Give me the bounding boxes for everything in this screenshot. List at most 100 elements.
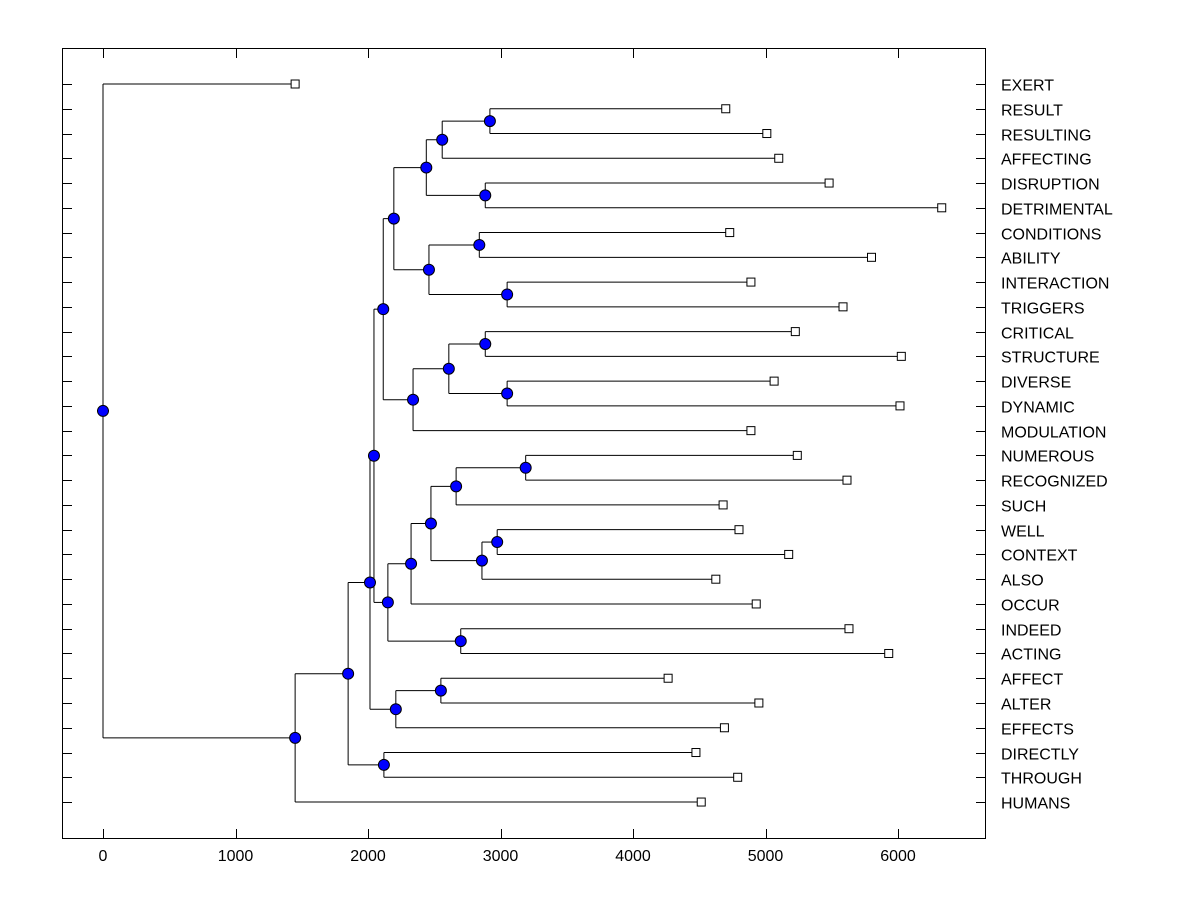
leaf-marker bbox=[751, 599, 761, 609]
merge-node bbox=[377, 303, 390, 316]
leaf-label: NUMEROUS bbox=[1001, 449, 1094, 466]
merge-node bbox=[387, 212, 400, 225]
leaf-marker bbox=[896, 351, 906, 361]
leaf-label: THROUGH bbox=[1001, 771, 1082, 788]
leaf-marker bbox=[733, 772, 743, 782]
leaf-label: DIVERSE bbox=[1001, 375, 1071, 392]
leaf-label: STRUCTURE bbox=[1001, 350, 1100, 367]
merge-node bbox=[367, 449, 380, 462]
merge-node bbox=[363, 576, 376, 589]
merge-node bbox=[434, 684, 447, 697]
leaf-label: CRITICAL bbox=[1001, 326, 1074, 343]
leaf-marker bbox=[734, 525, 744, 535]
merge-node bbox=[377, 758, 390, 771]
merge-node bbox=[483, 115, 496, 128]
leaf-marker bbox=[754, 698, 764, 708]
leaf-label: TRIGGERS bbox=[1001, 301, 1085, 318]
leaf-label: OCCUR bbox=[1001, 598, 1060, 615]
x-tick-label: 5000 bbox=[748, 848, 784, 865]
leaf-marker bbox=[725, 228, 735, 238]
merge-node bbox=[450, 480, 463, 493]
merge-node bbox=[479, 189, 492, 202]
merge-node bbox=[342, 667, 355, 680]
leaf-marker bbox=[842, 475, 852, 485]
merge-node bbox=[442, 362, 455, 375]
leaf-label: RESULT bbox=[1001, 103, 1063, 120]
merge-node bbox=[289, 731, 302, 744]
merge-node bbox=[97, 404, 109, 417]
leaf-marker bbox=[663, 673, 673, 683]
leaf-marker bbox=[746, 426, 756, 436]
leaf-label: AFFECT bbox=[1001, 672, 1063, 689]
dendrogram-nodes bbox=[97, 79, 947, 807]
merge-node bbox=[491, 536, 504, 549]
leaf-label: DETRIMENTAL bbox=[1001, 202, 1113, 219]
leaf-marker bbox=[769, 376, 779, 386]
leaf-label: CONTEXT bbox=[1001, 548, 1078, 565]
merge-node bbox=[420, 161, 433, 174]
leaf-marker bbox=[762, 129, 772, 139]
merge-node bbox=[405, 557, 418, 570]
leaf-marker bbox=[691, 748, 701, 758]
leaf-marker bbox=[290, 79, 300, 89]
leaf-label: RESULTING bbox=[1001, 128, 1091, 145]
leaf-marker bbox=[711, 574, 721, 584]
leaf-marker bbox=[718, 500, 728, 510]
dendrogram-branches bbox=[102, 83, 942, 803]
merge-node bbox=[501, 387, 514, 400]
leaf-marker bbox=[867, 252, 876, 262]
leaf-label: ALTER bbox=[1001, 697, 1051, 714]
leaf-label: SUCH bbox=[1001, 499, 1046, 516]
leaf-marker bbox=[784, 549, 794, 559]
merge-node bbox=[389, 703, 402, 716]
merge-node bbox=[381, 596, 394, 609]
leaf-label: EXERT bbox=[1001, 78, 1054, 95]
merge-node bbox=[454, 635, 467, 648]
leaf-marker bbox=[937, 203, 947, 213]
leaf-marker bbox=[895, 401, 905, 411]
leaf-label: ACTING bbox=[1001, 647, 1061, 664]
leaf-label: ALSO bbox=[1001, 573, 1044, 590]
merge-node bbox=[501, 288, 514, 301]
leaf-label: MODULATION bbox=[1001, 425, 1106, 442]
leaf-label: AFFECTING bbox=[1001, 152, 1092, 169]
x-tick-label: 2000 bbox=[350, 848, 386, 865]
x-tick-label: 1000 bbox=[218, 848, 254, 865]
leaf-label: DYNAMIC bbox=[1001, 400, 1075, 417]
leaf-marker bbox=[721, 104, 731, 114]
leaf-label: HUMANS bbox=[1001, 796, 1070, 813]
x-axis: 0 1000 2000 3000 4000 5000 6000 bbox=[62, 49, 986, 865]
x-tick-label: 4000 bbox=[615, 848, 651, 865]
merge-node bbox=[407, 393, 420, 406]
merge-node bbox=[479, 337, 492, 350]
leaf-marker bbox=[844, 624, 854, 634]
leaf-marker bbox=[746, 277, 756, 287]
leaf-marker bbox=[696, 797, 706, 807]
leaf-label: EFFECTS bbox=[1001, 722, 1074, 739]
x-tick-label: 6000 bbox=[880, 848, 916, 865]
leaf-label: WELL bbox=[1001, 524, 1045, 541]
merge-node bbox=[422, 263, 435, 276]
x-tick-label: 3000 bbox=[483, 848, 519, 865]
x-tick-label: 0 bbox=[99, 848, 108, 865]
leaf-label: DISRUPTION bbox=[1001, 177, 1100, 194]
leaf-label: CONDITIONS bbox=[1001, 227, 1101, 244]
merge-node bbox=[519, 461, 532, 474]
merge-node bbox=[475, 554, 488, 567]
leaf-marker bbox=[774, 153, 784, 163]
leaf-marker bbox=[884, 648, 894, 658]
plot-frame bbox=[62, 48, 986, 839]
leaf-marker bbox=[838, 302, 848, 312]
leaf-labels: EXERT RESULT RESULTING AFFECTING DISRUPTION D… bbox=[1001, 78, 1113, 813]
merge-node bbox=[473, 238, 486, 251]
leaf-label: INDEED bbox=[1001, 623, 1061, 640]
leaf-label: DIRECTLY bbox=[1001, 747, 1079, 764]
leaf-marker bbox=[824, 178, 834, 188]
leaf-marker bbox=[719, 723, 729, 733]
leaf-label: ABILITY bbox=[1001, 251, 1061, 268]
leaf-marker bbox=[790, 327, 800, 337]
merge-node bbox=[436, 133, 449, 146]
leaf-marker bbox=[792, 450, 802, 460]
merge-node bbox=[424, 517, 437, 530]
leaf-label: RECOGNIZED bbox=[1001, 474, 1108, 491]
